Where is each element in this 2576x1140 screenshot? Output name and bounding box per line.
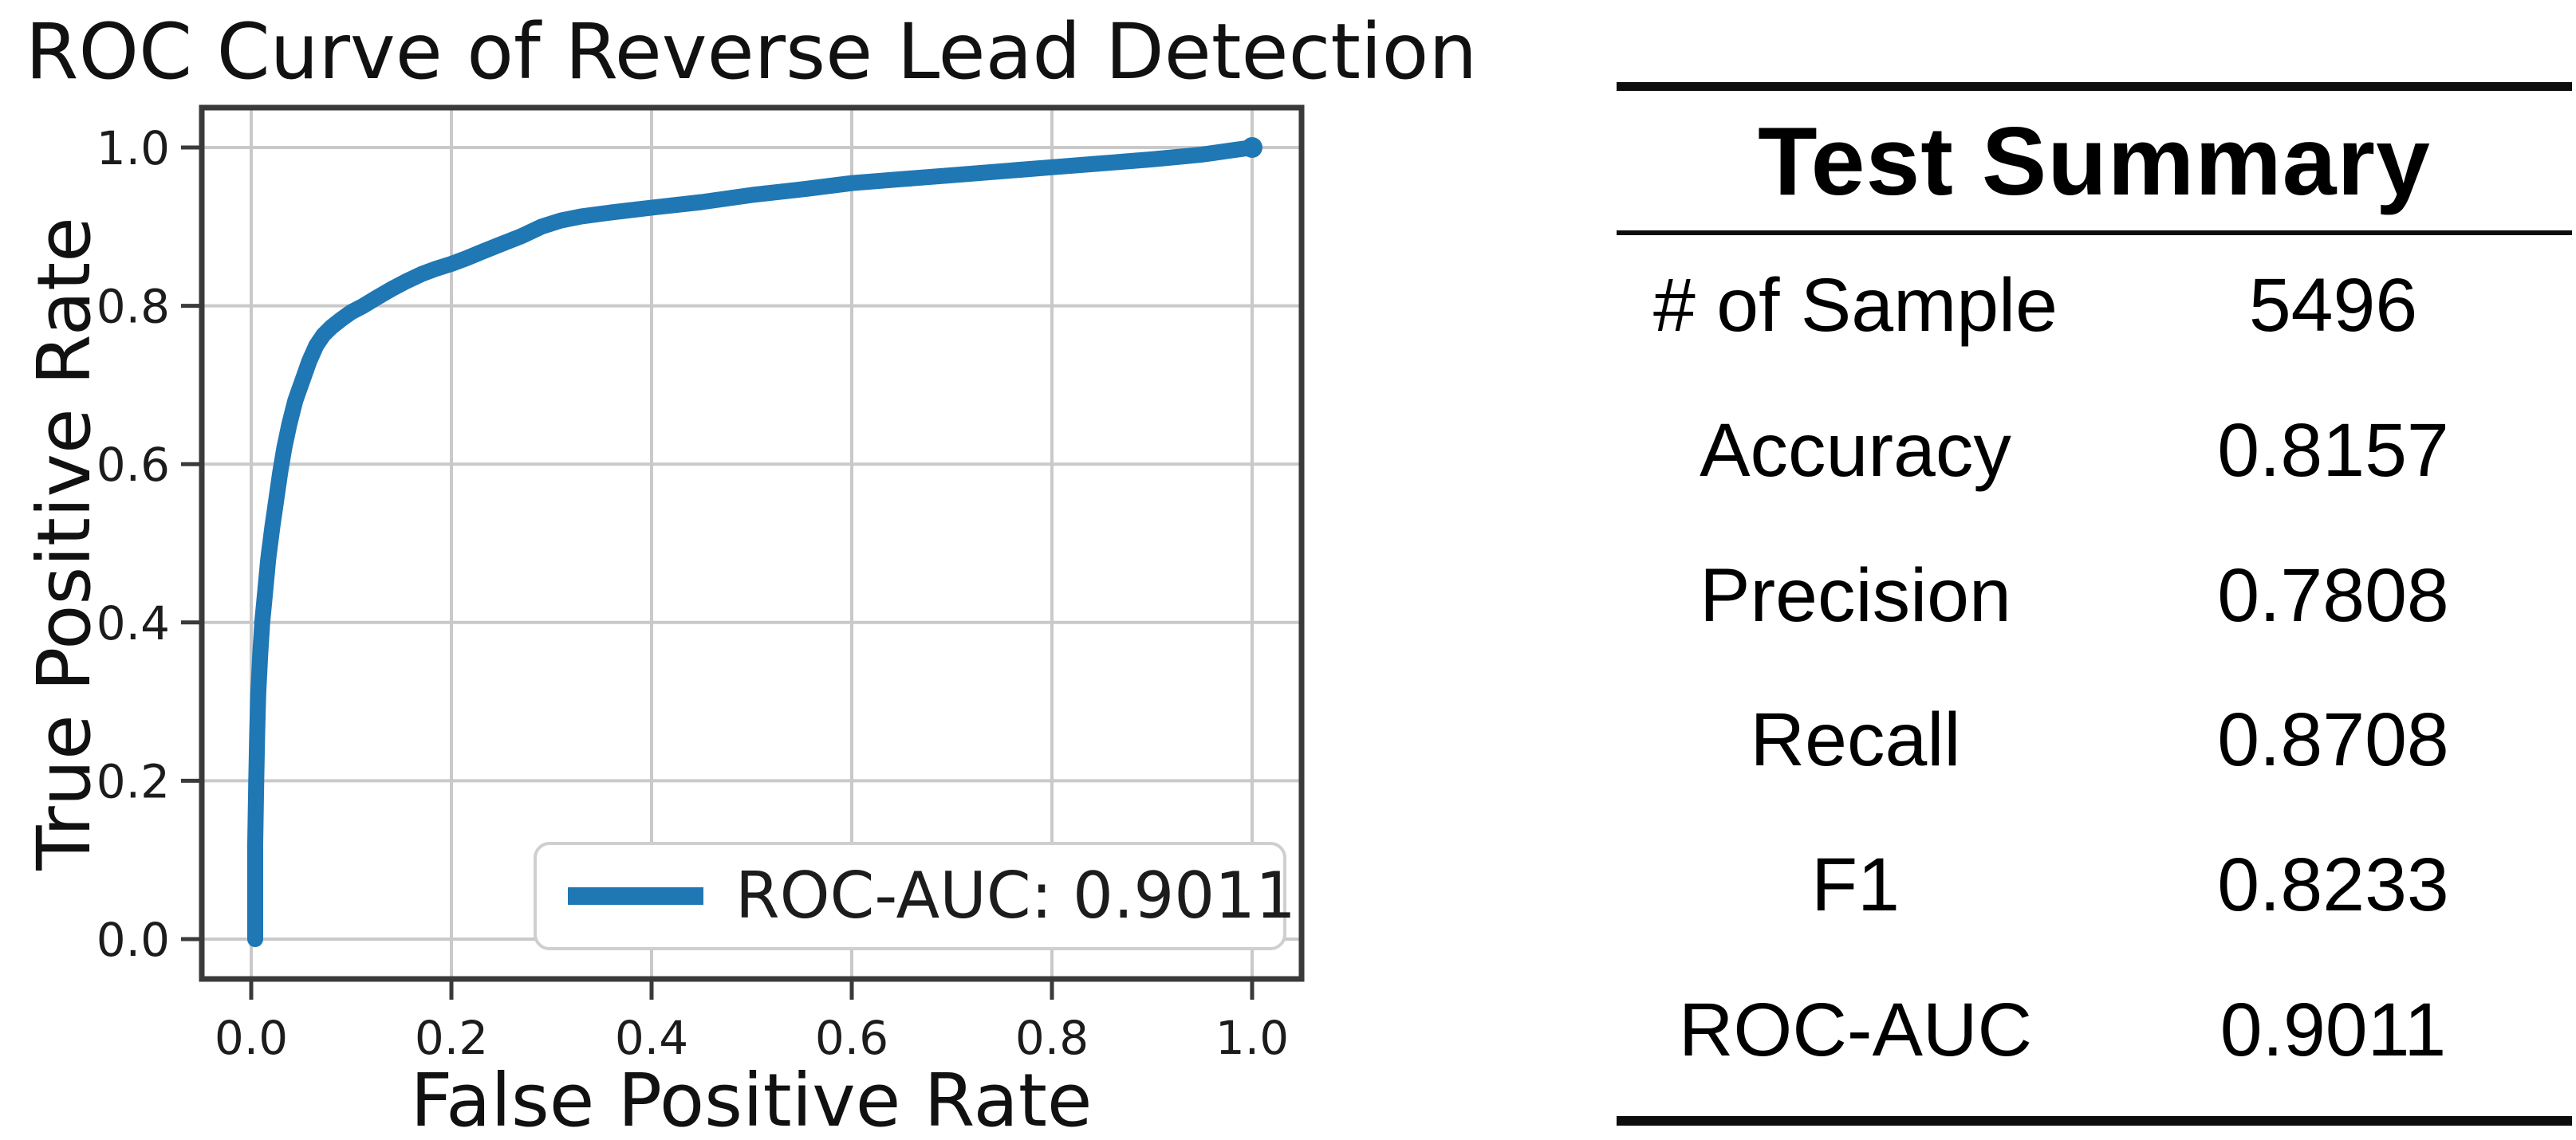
metric-label: # of Sample bbox=[1653, 263, 2058, 348]
roc-curve bbox=[247, 140, 1260, 947]
metric-label: F1 bbox=[1811, 843, 1900, 928]
metric-label: Accuracy bbox=[1700, 408, 2011, 493]
x-tick-labels: 0.0 0.2 0.4 0.6 0.8 1.0 bbox=[215, 1011, 1289, 1065]
x-axis-label: False Positive Rate bbox=[410, 1058, 1092, 1140]
svg-text:0.8: 0.8 bbox=[97, 280, 170, 334]
svg-text:0.0: 0.0 bbox=[97, 913, 170, 967]
legend-label: ROC-AUC: 0.9011 bbox=[735, 859, 1296, 933]
table-bottom-rule bbox=[1617, 1116, 2572, 1126]
svg-text:1.0: 1.0 bbox=[97, 121, 170, 175]
y-axis-label: True Positive Rate bbox=[22, 217, 107, 871]
metric-value: 0.8233 bbox=[2217, 843, 2449, 928]
roc-chart: ROC Curve of Reverse Lead Detection 0.0 0… bbox=[22, 7, 1477, 1140]
legend-box bbox=[534, 842, 1286, 950]
svg-text:1.0: 1.0 bbox=[1215, 1011, 1289, 1065]
metric-value: 0.8157 bbox=[2217, 408, 2449, 493]
axes-border bbox=[199, 104, 1305, 982]
test-summary-table: Test Summary # of Sample 5496 Accuracy 0… bbox=[1617, 82, 2572, 1126]
table-rows: # of Sample 5496 Accuracy 0.8157 Precisi… bbox=[1617, 234, 2572, 1103]
svg-text:0.6: 0.6 bbox=[815, 1011, 888, 1065]
curve-end-marker bbox=[1242, 137, 1262, 158]
svg-text:0.4: 0.4 bbox=[615, 1011, 688, 1065]
table-row: Accuracy 0.8157 bbox=[1617, 379, 2572, 524]
metric-value: 0.9011 bbox=[2220, 987, 2447, 1072]
legend: ROC-AUC: 0.9011 bbox=[534, 842, 1296, 950]
chart-title: ROC Curve of Reverse Lead Detection bbox=[26, 7, 1477, 96]
table-header-rule bbox=[1617, 230, 2572, 235]
metric-value: 0.7808 bbox=[2217, 552, 2449, 638]
metric-value: 5496 bbox=[2248, 263, 2418, 348]
axis-ticks bbox=[181, 145, 1255, 1000]
y-tick-labels: 0.0 0.2 0.4 0.6 0.8 1.0 bbox=[97, 121, 170, 967]
svg-text:0.2: 0.2 bbox=[97, 754, 170, 808]
table-row: Precision 0.7808 bbox=[1617, 523, 2572, 668]
gridlines bbox=[202, 108, 1302, 979]
svg-text:0.4: 0.4 bbox=[97, 596, 170, 651]
svg-text:0.0: 0.0 bbox=[215, 1011, 288, 1065]
table-row: F1 0.8233 bbox=[1617, 813, 2572, 958]
table-row: Recall 0.8708 bbox=[1617, 668, 2572, 813]
table-title: Test Summary bbox=[1758, 106, 2431, 215]
metric-label: ROC-AUC bbox=[1678, 987, 2033, 1072]
metric-label: Precision bbox=[1700, 552, 2011, 638]
table-row: # of Sample 5496 bbox=[1617, 234, 2572, 379]
table-row: ROC-AUC 0.9011 bbox=[1617, 957, 2572, 1103]
svg-text:0.2: 0.2 bbox=[415, 1011, 488, 1065]
metric-value: 0.8708 bbox=[2217, 698, 2449, 783]
table-top-rule bbox=[1617, 82, 2572, 91]
svg-text:0.6: 0.6 bbox=[97, 438, 170, 492]
metric-label: Recall bbox=[1750, 698, 1961, 783]
svg-text:0.8: 0.8 bbox=[1015, 1011, 1089, 1065]
